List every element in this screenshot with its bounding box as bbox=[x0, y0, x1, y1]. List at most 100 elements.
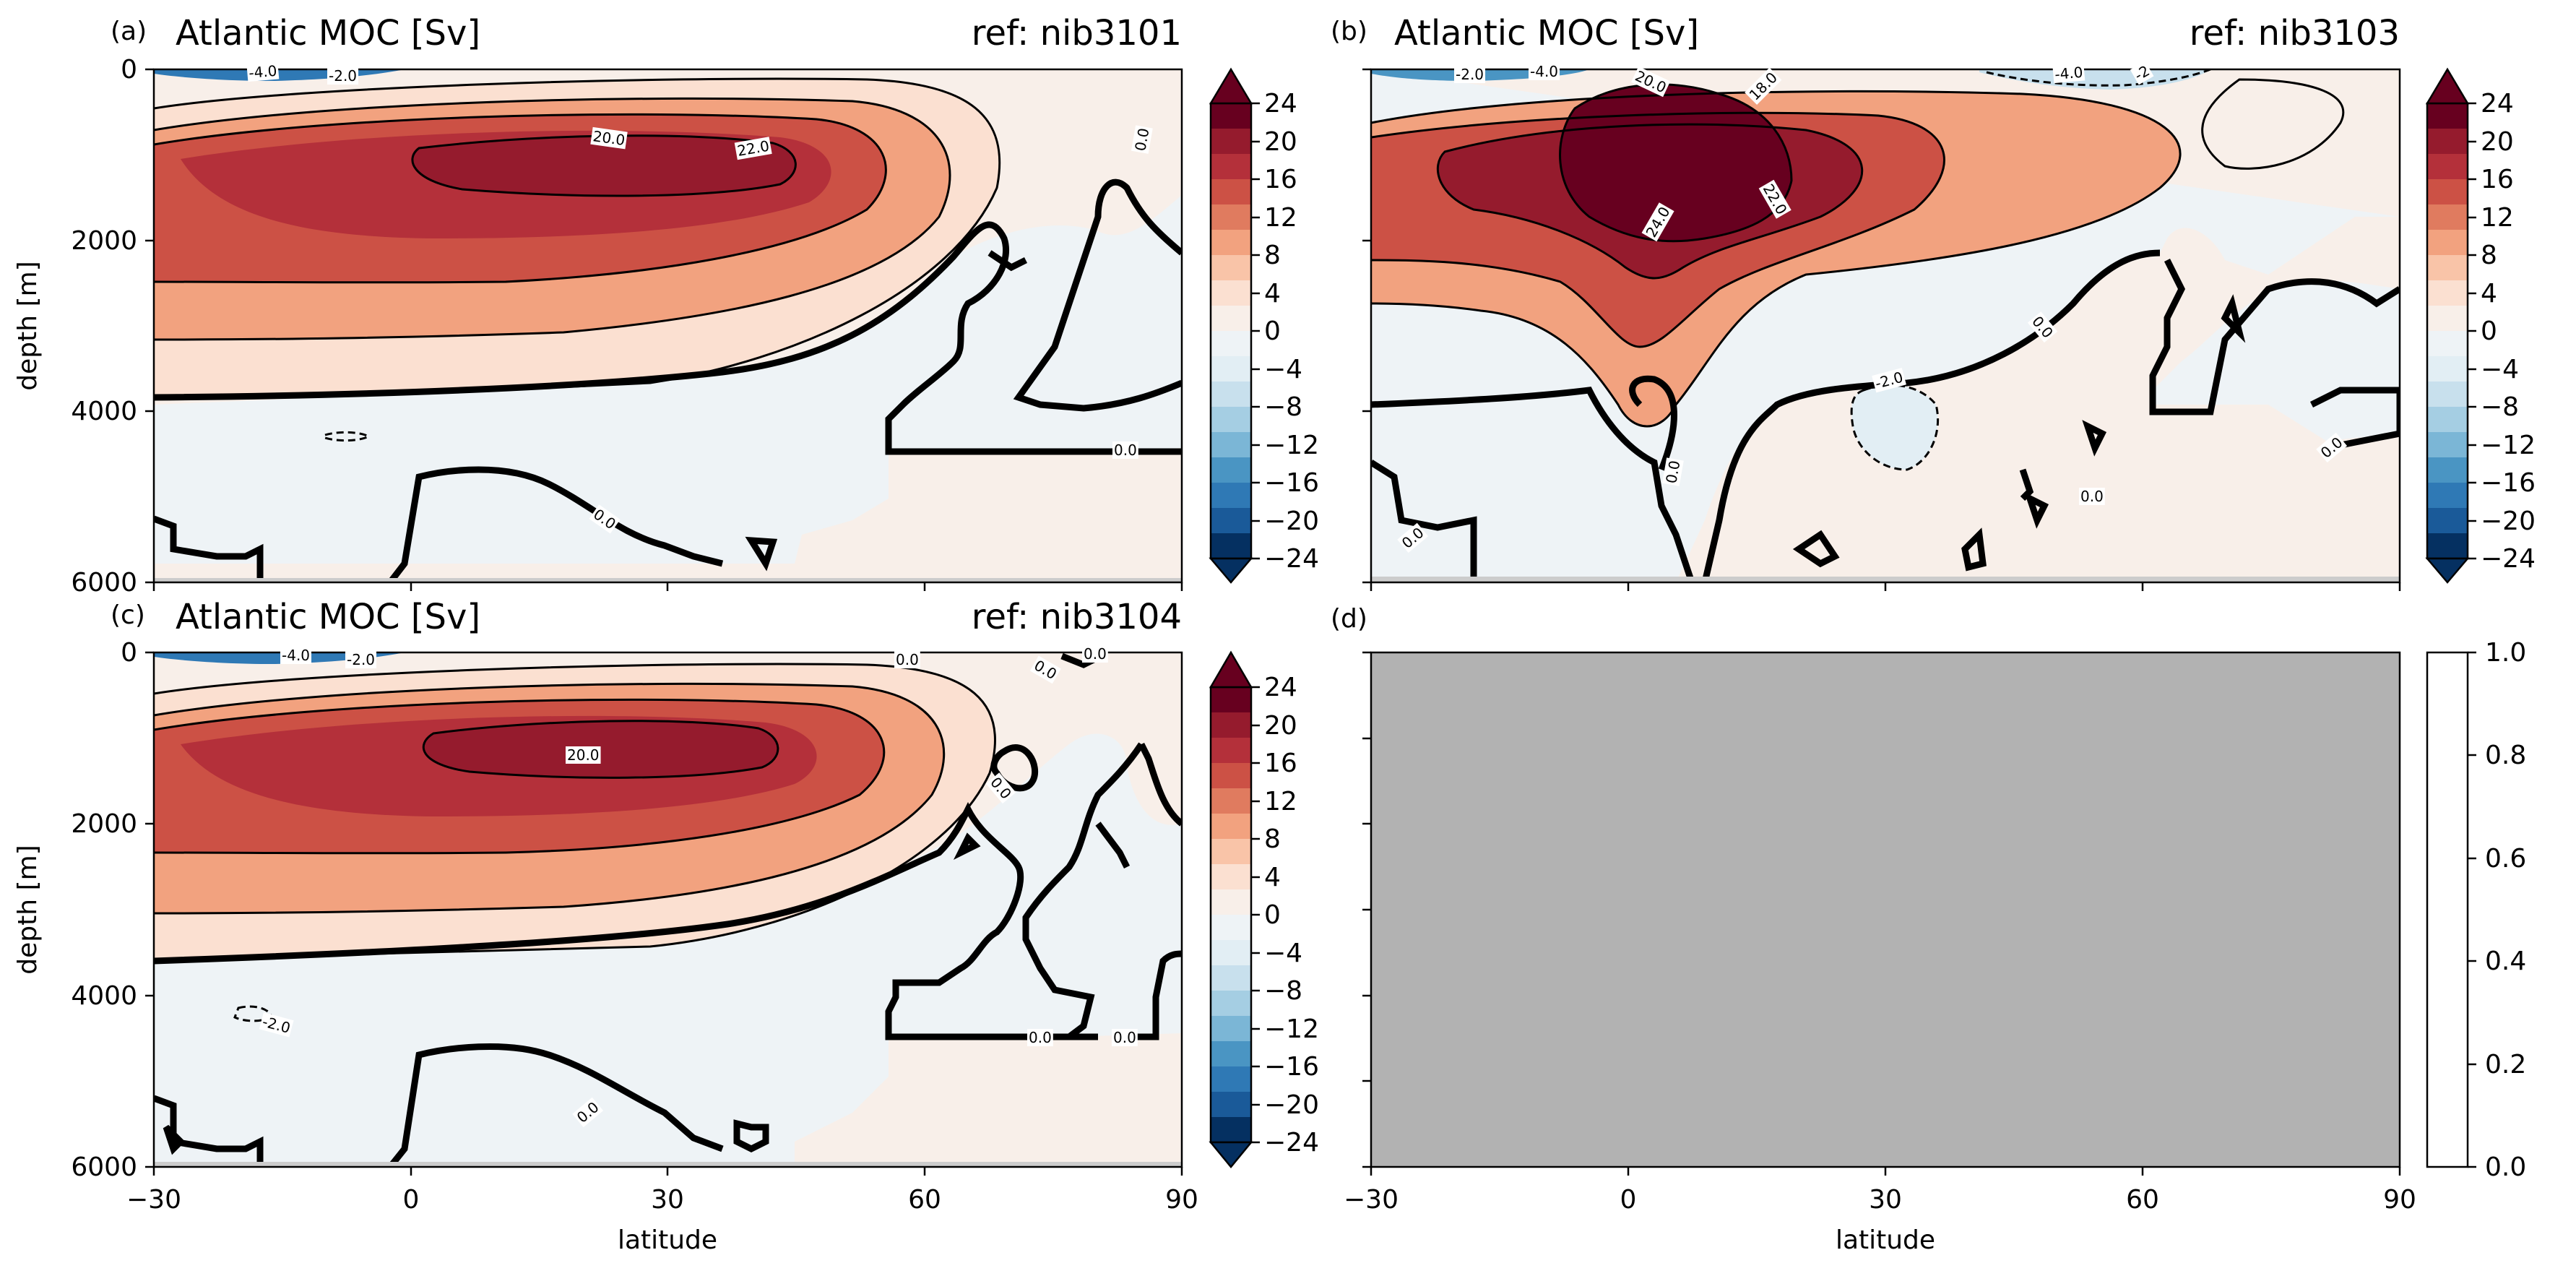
panel-c: -4.0 -2.0 20.0 0.0 -2.0 0.0 0.0 0.0 0.0 … bbox=[13, 597, 1319, 1255]
colorbar-tick-label: 0.2 bbox=[2485, 1050, 2526, 1079]
panel-a-colorbar: 24 20 16 12 8 4 0 −4 −8 −12 −16 −20 −24 bbox=[1209, 67, 1319, 584]
colorbar-tick-label: 8 bbox=[1264, 824, 1281, 854]
x-tick-label: 30 bbox=[1869, 1185, 1902, 1215]
clabel-background bbox=[280, 647, 312, 664]
colorbar-tick-label: 16 bbox=[1264, 749, 1297, 778]
colorbar-tick-label: 0 bbox=[1264, 900, 1281, 930]
panel-a-xaxis bbox=[152, 582, 1183, 591]
panel-a-clabel: -2.0 bbox=[329, 67, 357, 85]
panel-b-clabel: 0.0 bbox=[2080, 488, 2104, 505]
panel-c-plot-area bbox=[154, 652, 1182, 1167]
colorbar-tick-label: −20 bbox=[2481, 507, 2536, 536]
panel-c-xlabel: latitude bbox=[618, 1225, 717, 1255]
clabel-background bbox=[1529, 63, 1560, 80]
panel-a-plot-area bbox=[154, 69, 1182, 582]
clabel-background bbox=[566, 746, 601, 764]
clabel-background bbox=[1112, 1029, 1138, 1046]
panel-d: (d) latitude −30 0 30 60 90 bbox=[1331, 604, 2526, 1255]
x-tick-label: 30 bbox=[651, 1185, 684, 1215]
panel-b-clabel: 0.0 bbox=[1662, 459, 1683, 484]
panel-a-cell-20 bbox=[412, 135, 796, 197]
colorbar-tick-label: 0.6 bbox=[2485, 844, 2526, 874]
colorbar-tick-label: −16 bbox=[1264, 468, 1319, 498]
panel-c-contour-labels: -4.0 -2.0 20.0 0.0 -2.0 0.0 0.0 0.0 0.0 … bbox=[259, 645, 1138, 1128]
x-tick-label: 0 bbox=[1620, 1185, 1637, 1215]
clabel-background bbox=[345, 651, 377, 668]
panel-c-clabel: 0.0 bbox=[1113, 1029, 1136, 1046]
colorbar-extend-top bbox=[2425, 67, 2470, 105]
colorbar-body bbox=[1209, 686, 1253, 1144]
panel-c-clabel: 0.0 bbox=[1029, 1029, 1052, 1046]
x-tick-label: −30 bbox=[126, 1185, 181, 1215]
panel-d-xaxis: −30 0 30 60 90 bbox=[1344, 1167, 2416, 1215]
panel-b-title-right: ref: nib3103 bbox=[2190, 13, 2400, 53]
x-tick-label: 60 bbox=[908, 1185, 941, 1215]
colorbar-tick-label: 12 bbox=[1264, 787, 1297, 816]
colorbar-tick-label: −24 bbox=[1264, 544, 1319, 574]
panel-b-deep-negative bbox=[1851, 384, 1938, 470]
panel-b-positive-region bbox=[1371, 69, 2400, 582]
x-tick-label: 60 bbox=[2126, 1185, 2159, 1215]
panel-c-cell-20 bbox=[423, 720, 778, 778]
colorbar-tick-label: −12 bbox=[2481, 431, 2536, 460]
colorbar-tick-label: −20 bbox=[1264, 1090, 1319, 1120]
panel-d-xlabel: latitude bbox=[1836, 1225, 1935, 1255]
colorbar-ticks: 24 20 16 12 8 4 0 −4 −8 −12 −16 −20 −24 bbox=[1251, 89, 1319, 574]
colorbar-tick-label: 8 bbox=[1264, 241, 1281, 270]
colorbar-tick-label: 12 bbox=[2481, 203, 2514, 233]
panel-a-clabel: -4.0 bbox=[248, 62, 277, 82]
panel-a: -4.0 -2.0 20.0 22.0 0.0 0.0 0.0 (a) Atla… bbox=[13, 13, 1319, 598]
clabel-background bbox=[1082, 645, 1108, 663]
colorbar-tick-label: 12 bbox=[1264, 203, 1297, 233]
panel-c-clabel: 20.0 bbox=[567, 746, 600, 764]
panel-c-title-right: ref: nib3104 bbox=[972, 597, 1182, 637]
colorbar-body bbox=[1209, 102, 1253, 560]
panel-c-seafloor-mask bbox=[154, 1162, 1182, 1167]
panel-c-clabel: -4.0 bbox=[282, 647, 310, 664]
clabel-background bbox=[1631, 66, 1671, 98]
colorbar-tick-label: 8 bbox=[2481, 241, 2497, 270]
y-tick-label: 6000 bbox=[71, 568, 137, 598]
clabel-background bbox=[589, 504, 621, 534]
clabel-background bbox=[1027, 1029, 1053, 1046]
panel-b-title: Atlantic MOC [Sv] bbox=[1394, 13, 1699, 53]
colorbar-extend-bottom bbox=[2425, 557, 2470, 584]
x-tick-label: 0 bbox=[403, 1185, 420, 1215]
colorbar-tick-label: 1.0 bbox=[2485, 638, 2526, 668]
clabel-background bbox=[2079, 488, 2105, 505]
panel-a-title: Atlantic MOC [Sv] bbox=[176, 13, 480, 53]
colorbar-body bbox=[2426, 102, 2469, 560]
clabel-background bbox=[894, 651, 920, 668]
colorbar-extend-top bbox=[1209, 650, 1253, 689]
colorbar-tick-label: 0 bbox=[2481, 316, 2497, 346]
panel-c-ylabel: depth [m] bbox=[13, 845, 43, 974]
panel-a-panel-label: (a) bbox=[111, 17, 147, 46]
colorbar-tick-label: −4 bbox=[1264, 939, 1302, 968]
panel-c-contour-lines bbox=[154, 663, 997, 961]
y-tick-label: 2000 bbox=[71, 809, 137, 839]
panel-b-xaxis bbox=[1370, 582, 2401, 591]
colorbar-tick-label: 24 bbox=[1264, 89, 1297, 118]
clabel-background bbox=[1131, 125, 1153, 154]
colorbar-tick-label: −24 bbox=[1264, 1128, 1319, 1158]
clabel-background bbox=[734, 137, 772, 160]
panel-b-clabel: -2.0 bbox=[1456, 66, 1484, 83]
panel-a-zero-contours bbox=[154, 178, 1182, 582]
panel-c-colorbar: 24 20 16 12 8 4 0 −4 −8 −12 −16 −20 −24 bbox=[1209, 650, 1319, 1168]
panel-d-yaxis bbox=[1362, 651, 1371, 1168]
panel-c-clabel: 0.0 bbox=[1084, 645, 1107, 663]
colorbar-tick-label: 0.0 bbox=[2485, 1152, 2526, 1182]
y-tick-label: 6000 bbox=[71, 1152, 137, 1182]
clabel-background bbox=[2316, 432, 2348, 463]
panel-b-colorbar: 24 20 16 12 8 4 0 −4 −8 −12 −16 −20 −24 bbox=[2425, 67, 2536, 584]
clabel-background bbox=[327, 67, 359, 85]
clabel-background bbox=[2052, 63, 2086, 84]
panel-b-dashed-surface-contour bbox=[1986, 69, 2211, 87]
clabel-background bbox=[246, 61, 280, 82]
panel-c-zero-contours bbox=[154, 652, 1182, 1167]
panel-c-title: Atlantic MOC [Sv] bbox=[176, 597, 480, 637]
colorbar-tick-label: 4 bbox=[2481, 279, 2497, 309]
panel-a-clabel: 0.0 bbox=[1114, 441, 1137, 459]
panel-a-dashed-contour bbox=[324, 431, 371, 442]
